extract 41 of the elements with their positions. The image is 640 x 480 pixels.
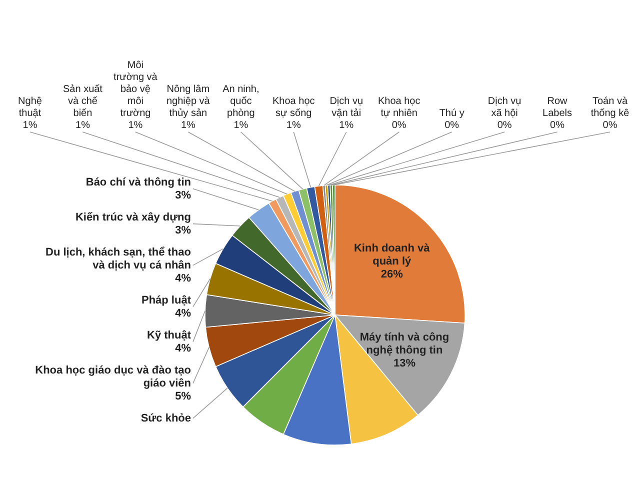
slice-label: Kinh doanh và quản lý <box>354 242 431 268</box>
slice-label: Pháp luật <box>141 294 192 306</box>
data-label: 13% <box>393 357 416 370</box>
slice-label: Khoa học tự nhiên <box>378 96 420 119</box>
slice-label: Sức khỏe <box>140 412 191 424</box>
slice-label: Kiến trúc và xây dựng <box>75 211 191 224</box>
slice-label: Khoa học giáo dục và đào tạo giáo viên <box>35 364 192 390</box>
data-label: 3% <box>175 224 192 236</box>
data-label: 0% <box>550 120 565 131</box>
data-label: 4% <box>175 272 192 284</box>
data-label: 1% <box>234 120 248 131</box>
data-label: 26% <box>380 268 404 281</box>
slice-label: Nghệ thuật <box>18 96 42 119</box>
data-label: 5% <box>175 390 192 402</box>
slice-label: Nông lâm nghiệp và thủy sản <box>166 84 210 119</box>
slice-label: Khoa học sự sống <box>272 96 315 119</box>
data-label: 1% <box>22 120 38 131</box>
slice-label: Máy tính và công nghệ thông tin <box>360 331 450 356</box>
data-label: 0% <box>444 120 460 131</box>
data-label: 3% <box>175 189 192 202</box>
data-label: 4% <box>175 307 192 320</box>
slice-label: Toán và thống kê <box>590 96 630 119</box>
slice-label: Dịch vụ xã hội <box>488 96 522 119</box>
data-label: 0% <box>392 120 406 131</box>
data-label: 1% <box>128 120 143 131</box>
data-label: 0% <box>602 120 618 131</box>
slice-label: Sản xuất và chế biến <box>62 84 103 119</box>
data-label: 1% <box>339 120 354 131</box>
slice-label: Môi trường và bảo vệ môi trường <box>114 60 158 119</box>
slice-label: Thú y <box>439 108 464 119</box>
slice-label: Du lịch, khách sạn, thể thao và dịch vụ cá nhân <box>46 246 192 272</box>
slice-label: An ninh, quốc phòng <box>222 84 260 119</box>
data-label: 1% <box>286 120 301 131</box>
slice-label: Row Labels <box>542 96 572 119</box>
slice-label: Báo chí và thông tin <box>86 176 192 188</box>
slice-label: Dịch vụ vận tải <box>330 96 364 119</box>
data-label: 1% <box>180 120 196 131</box>
data-label: 0% <box>497 120 512 131</box>
slice-label: Kỹ thuật <box>147 329 192 342</box>
data-label: 4% <box>175 342 192 354</box>
data-label: 1% <box>76 120 90 131</box>
